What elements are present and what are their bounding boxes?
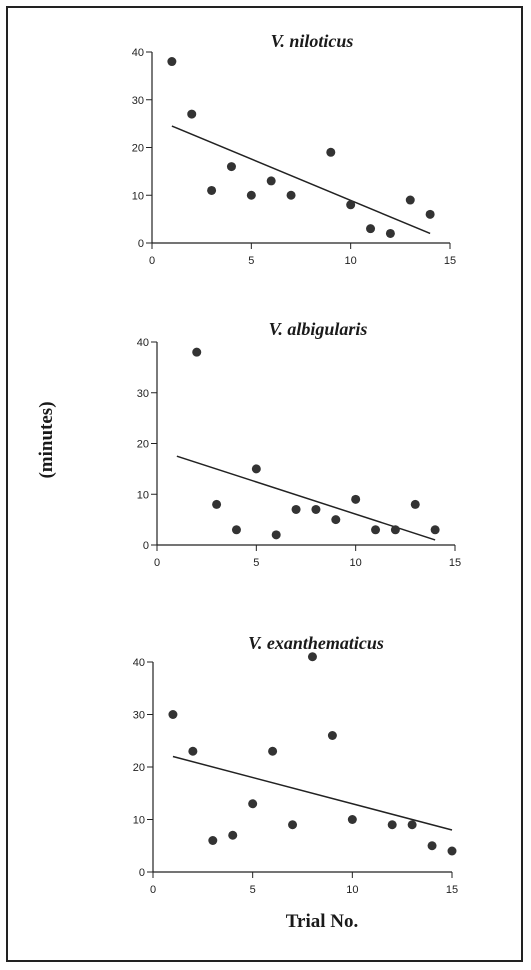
data-point: [346, 200, 356, 210]
data-point: [311, 504, 321, 514]
chart-panel-1: V. niloticus 0 10 20 30 40 0 5 10 15: [132, 31, 456, 267]
x-tick-label: 0: [149, 255, 155, 267]
x-tick-label: 0: [154, 557, 160, 569]
y-tick-label: 30: [137, 388, 149, 400]
y-tick-label: 20: [132, 143, 144, 155]
data-point: [268, 746, 278, 756]
data-point: [410, 499, 420, 509]
data-point: [447, 846, 457, 856]
x-tick-label: 15: [449, 557, 461, 569]
figure-frame: [6, 6, 523, 962]
data-point: [331, 515, 341, 525]
data-point: [188, 746, 198, 756]
trendline: [176, 455, 436, 541]
data-point: [307, 652, 317, 662]
x-tick-label: 5: [250, 884, 256, 896]
data-point: [405, 195, 415, 205]
panel-title: V. niloticus: [271, 31, 354, 51]
y-tick-label: 0: [143, 540, 149, 552]
data-point: [207, 185, 217, 195]
data-point: [291, 504, 301, 514]
data-point: [326, 147, 336, 157]
data-point: [208, 836, 218, 845]
x-tick-label: 5: [248, 255, 254, 267]
x-tick-label: 15: [446, 884, 458, 896]
data-point: [167, 57, 177, 67]
data-point: [212, 499, 222, 509]
data-point: [430, 525, 440, 535]
x-tick-label: 5: [253, 557, 259, 569]
y-tick-label: 30: [132, 95, 144, 107]
data-point: [327, 731, 337, 740]
data-point: [407, 820, 417, 830]
data-point: [390, 525, 400, 535]
panel-title: V. albigularis: [269, 319, 368, 339]
y-tick-label: 40: [133, 657, 145, 669]
data-point: [246, 190, 256, 200]
y-tick-label: 0: [138, 238, 144, 250]
data-point: [288, 820, 298, 830]
data-point: [427, 841, 437, 851]
data-point: [366, 224, 376, 234]
data-point: [387, 820, 397, 830]
data-point: [385, 228, 395, 238]
y-axis-label: (minutes): [36, 401, 57, 478]
panel-title: V. exanthematicus: [248, 633, 384, 653]
x-tick-label: 10: [350, 557, 362, 569]
data-point: [371, 525, 381, 535]
y-tick-label: 20: [133, 762, 145, 774]
data-point: [266, 176, 276, 186]
x-tick-label: 10: [345, 255, 357, 267]
trendline: [171, 125, 431, 235]
x-tick-label: 10: [346, 884, 358, 896]
x-tick-label: 0: [150, 884, 156, 896]
data-point: [347, 815, 357, 824]
data-point: [271, 530, 281, 540]
data-point: [351, 494, 361, 504]
data-point: [168, 710, 178, 719]
y-tick-label: 30: [133, 710, 145, 722]
data-point: [248, 799, 258, 809]
chart-panel-2: V. albigularis 0 10 20 30 40 0 5 10 15: [137, 319, 461, 569]
data-point: [187, 109, 197, 119]
y-tick-label: 10: [132, 190, 144, 202]
data-point: [425, 209, 435, 219]
chart-panel-3: V. exanthematicus 0 10 20 30 40 0 5 10 15: [133, 633, 458, 896]
x-tick-label: 15: [444, 255, 456, 267]
y-tick-label: 20: [137, 439, 149, 451]
y-tick-label: 40: [132, 47, 144, 59]
y-tick-label: 0: [139, 867, 145, 879]
data-point: [228, 830, 238, 840]
y-tick-label: 10: [137, 489, 149, 501]
y-tick-label: 40: [137, 337, 149, 349]
data-point: [286, 190, 296, 200]
data-point: [231, 525, 241, 535]
data-point: [226, 162, 236, 172]
data-point: [192, 347, 202, 357]
y-tick-label: 10: [133, 815, 145, 827]
data-point: [251, 464, 261, 474]
trendline: [172, 755, 453, 831]
x-axis-label: Trial No.: [286, 911, 358, 932]
